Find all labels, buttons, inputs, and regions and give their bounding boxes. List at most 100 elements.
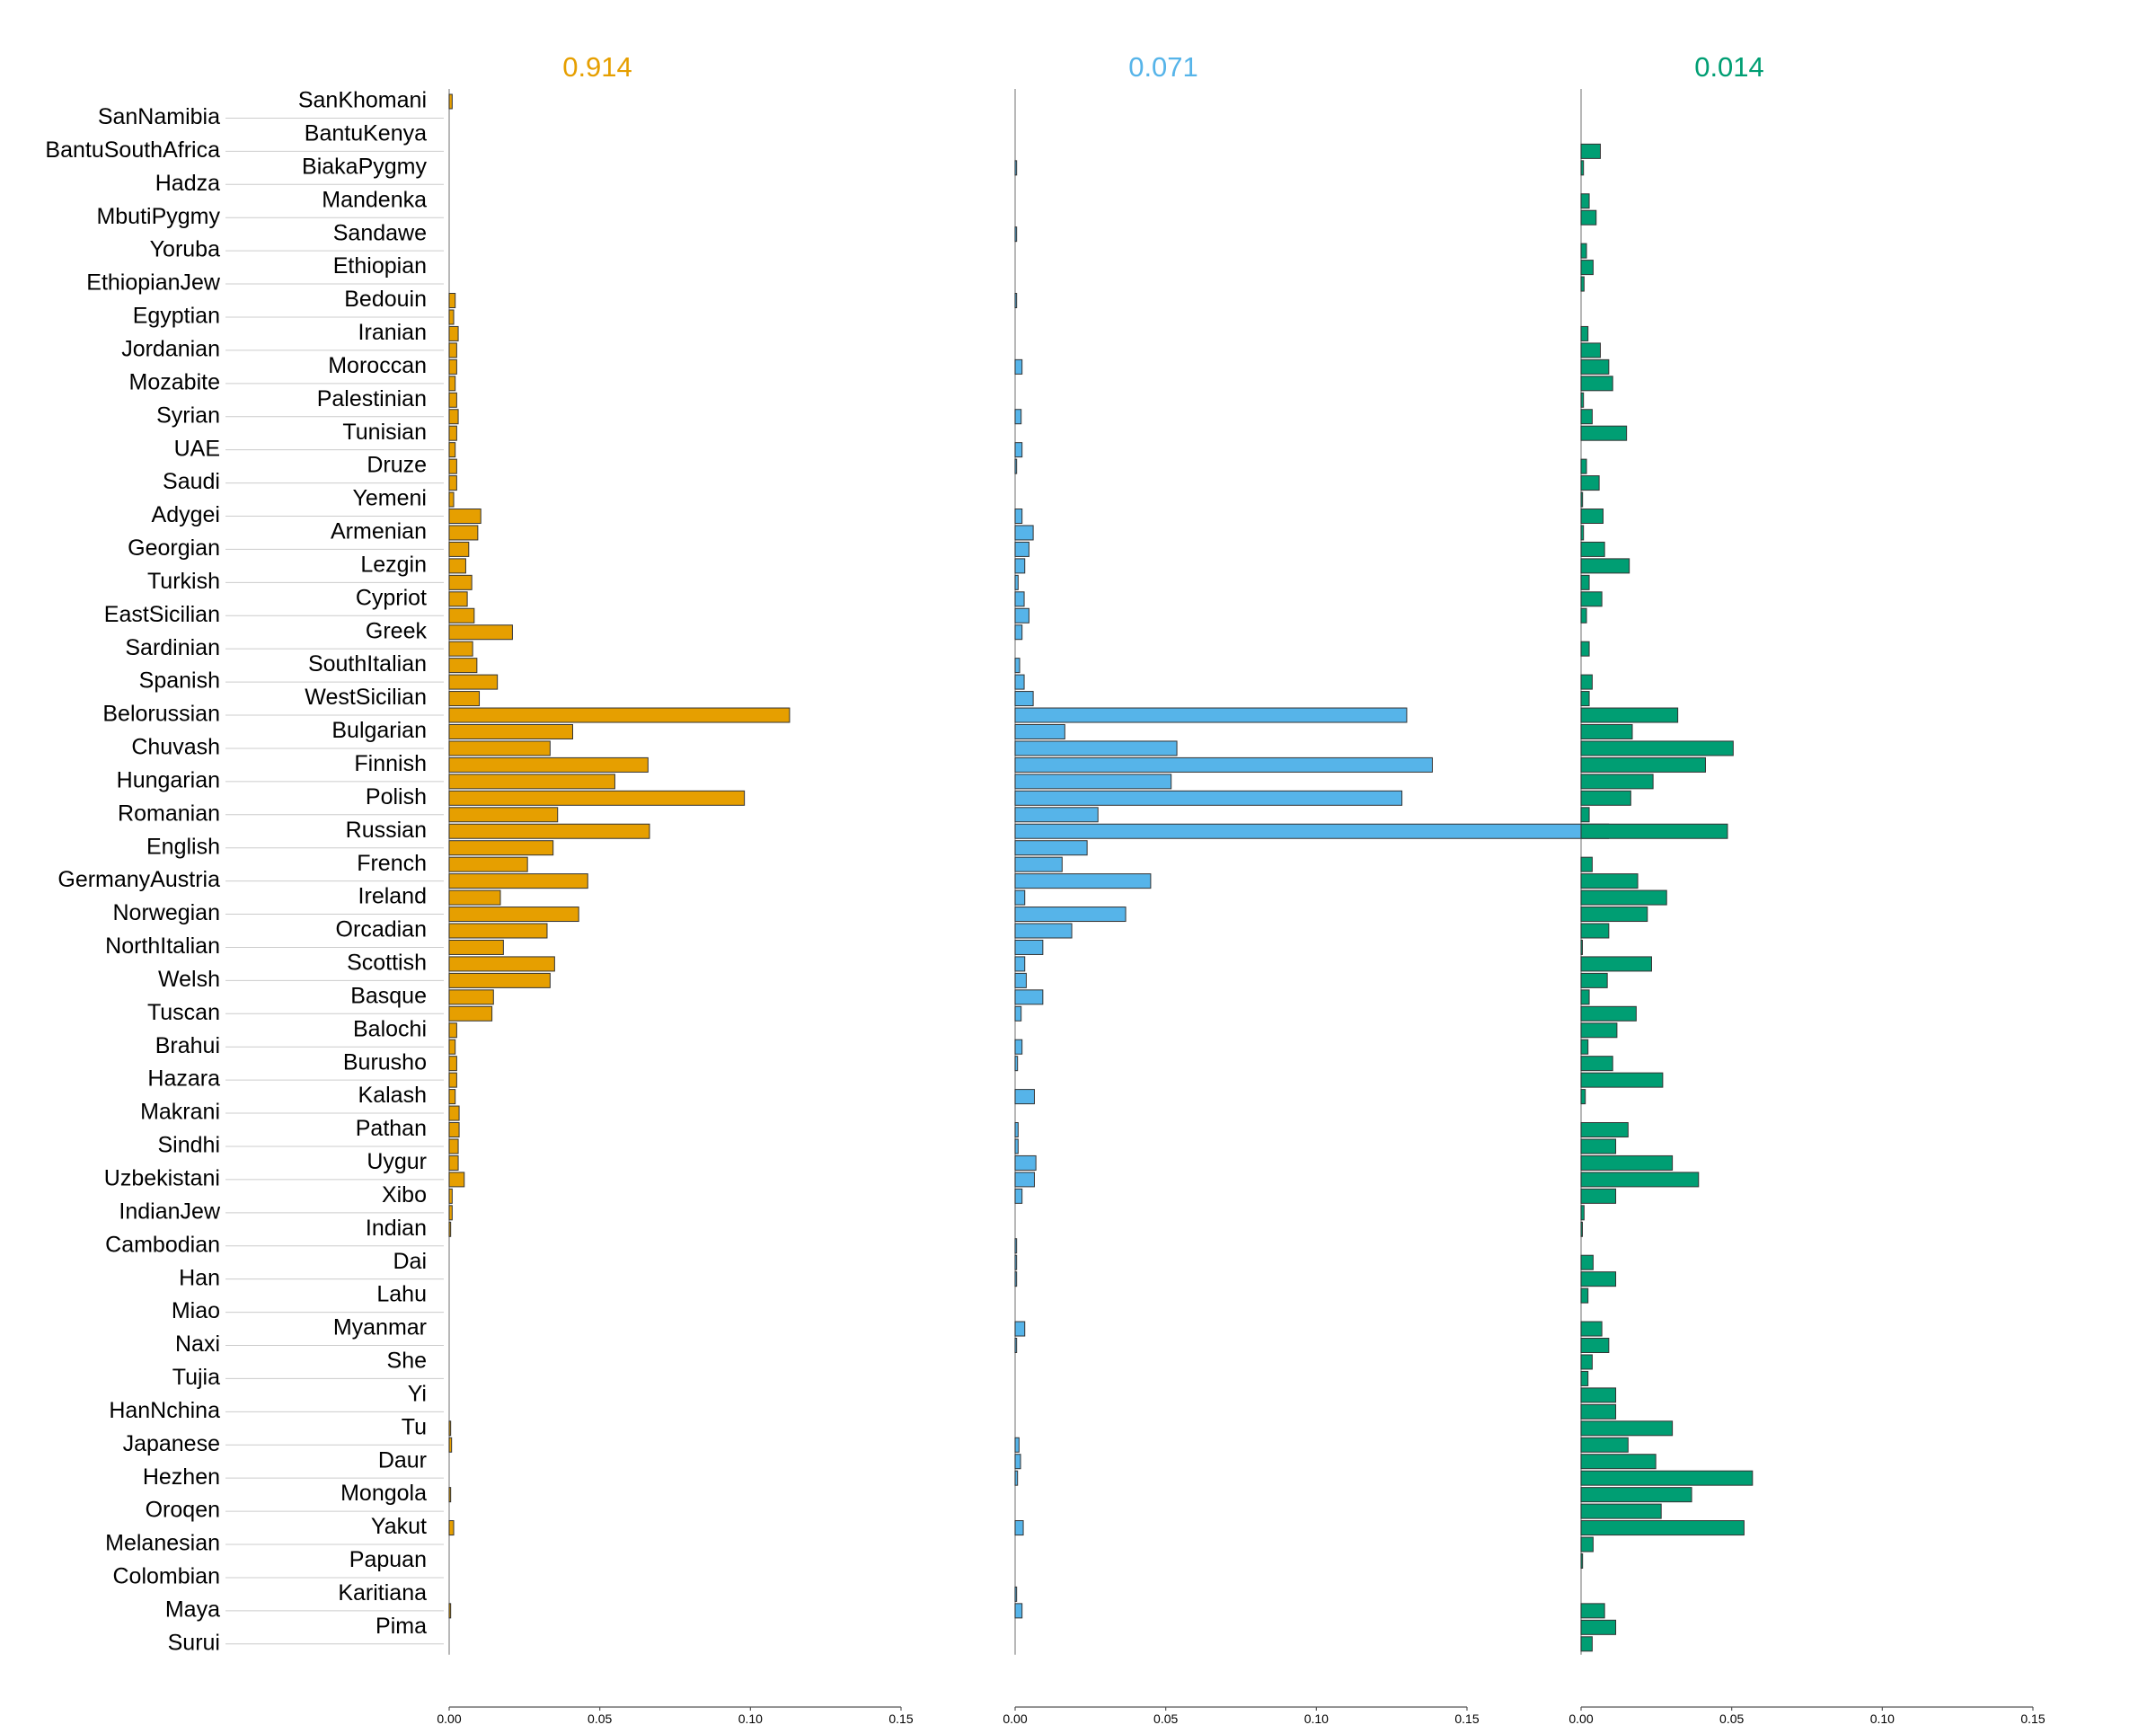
x-tick-label: 0.10 [1870,1712,1895,1725]
category-label: Tunisian [342,420,427,445]
category-label: Ethiopian [333,253,427,279]
category-label: Georgian [128,535,220,561]
bar-Xibo [1580,1188,1617,1204]
category-label: Cypriot [356,585,427,610]
bar-Turkish [448,574,473,590]
bar-Hungarian [1580,774,1654,790]
bar-Sindhi [1580,1138,1617,1154]
bar-Druze [1014,458,1018,474]
bar-Druze [448,458,457,474]
category-label: English [146,834,220,859]
bar-Uygur [1014,1154,1037,1171]
category-label: Yi [408,1381,427,1406]
panel-title: 0.071 [1128,51,1198,83]
bar-Hezhen [1580,1470,1754,1486]
category-label: Hungarian [117,767,220,792]
bar-Maya [448,1603,452,1619]
bar-NorthItalian [1580,939,1583,955]
bar-Basque [448,989,494,1005]
bar-Armenian [1580,525,1585,541]
bar-Orcadian [1580,923,1610,939]
bar-Lezgin [1014,558,1026,574]
bar-Uygur [1580,1154,1674,1171]
bar-Uzbekistani [1014,1172,1035,1188]
bar-Han [1580,1271,1617,1287]
category-label: Armenian [331,519,427,544]
bar-Georgian [1580,541,1605,557]
category-label: Turkish [147,569,220,594]
bar-Cypriot [1580,591,1603,607]
category-label: Hadza [155,171,220,196]
category-label: Tuscan [147,1000,220,1025]
category-label: Indian [366,1216,427,1241]
bar-English [1014,840,1088,856]
bar-Egyptian [448,309,455,325]
bar-WestSicilian [448,691,481,707]
bar-BiakaPygmy [1014,160,1018,176]
category-label: IndianJew [119,1199,221,1224]
category-label: Burusho [343,1049,427,1075]
category-label: Jordanian [121,337,220,362]
bar-Sindhi [448,1138,459,1154]
category-label: Druze [367,453,427,478]
bar-Chuvash [1580,740,1734,756]
category-label: Syrian [156,402,220,428]
category-label: Hezhen [143,1464,220,1490]
bar-Belorussian [1580,707,1679,723]
category-label: Norwegian [112,900,220,925]
category-label: Hazara [147,1066,220,1092]
bar-Dai [1580,1254,1594,1270]
category-label: Egyptian [133,304,220,329]
bar-SouthItalian [448,658,478,674]
bar-Uzbekistani [1580,1172,1700,1188]
bar-Balochi [448,1022,457,1039]
bar-Uygur [448,1154,459,1171]
panel-title: 0.014 [1694,51,1764,83]
bar-BiakaPygmy [1580,160,1585,176]
category-label: EthiopianJew [86,270,221,296]
bar-Japanese [1580,1437,1629,1453]
bar-Karitiana [1014,1586,1018,1602]
bar-Tuscan [448,1005,493,1022]
category-label: Mandenka [322,187,427,212]
bar-Greek [1014,624,1023,641]
category-label: Pima [376,1614,427,1639]
category-label: Karitiana [338,1580,427,1606]
bar-WestSicilian [1014,691,1034,707]
bar-Tunisian [1580,425,1628,441]
bar-Adygei [1014,509,1023,524]
bar-Palestinian [1580,392,1585,408]
bar-IndianJew [448,1205,453,1221]
bar-Tujia [1580,1370,1589,1386]
bar-NorthItalian [448,939,504,955]
category-label: Brahui [155,1033,220,1058]
bar-Syrian [448,409,459,425]
category-label: WestSicilian [305,685,427,710]
bar-Melanesian [1580,1536,1594,1552]
bar-Pathan [1580,1122,1629,1138]
bar-Yakut [1580,1520,1745,1536]
category-label: Ireland [358,884,427,909]
bar-Papuan [1580,1552,1584,1569]
bar-EastSicilian [448,607,475,624]
bar-Orcadian [448,923,548,939]
bar-Hazara [448,1072,457,1088]
category-label: NorthItalian [105,933,220,959]
bar-Daur [1014,1454,1021,1470]
category-label: French [357,851,427,876]
category-label: Miao [172,1298,220,1323]
bar-Yoruba [1580,243,1587,259]
bar-Adygei [448,509,482,524]
x-tick-label: 0.00 [1003,1712,1027,1725]
bar-Tu [448,1420,452,1437]
bar-Chuvash [1014,740,1178,756]
bar-Bedouin [448,293,456,309]
bar-Kalash [1014,1089,1035,1105]
x-tick-label: 0.15 [1454,1712,1479,1725]
category-label: Uygur [367,1149,427,1174]
bar-UAE [448,442,456,458]
bar-Brahui [1014,1039,1023,1055]
bar-Scottish [1580,956,1652,972]
bar-EastSicilian [1014,607,1029,624]
category-label: GermanyAustria [57,867,220,892]
